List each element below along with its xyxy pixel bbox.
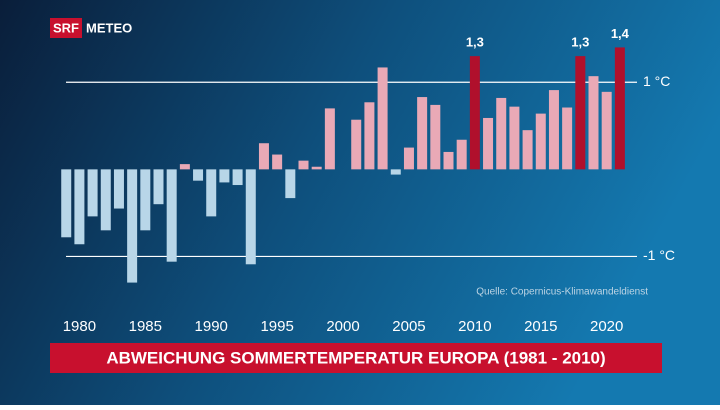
bar <box>324 108 335 170</box>
bar <box>140 169 151 231</box>
bar <box>548 90 559 170</box>
title-banner <box>50 343 662 373</box>
x-tick-label: 1990 <box>195 318 228 335</box>
bar <box>193 169 204 181</box>
y-tick-label: 1 °C <box>643 73 670 89</box>
logo-box <box>50 18 82 38</box>
x-tick-label: 1980 <box>63 318 96 335</box>
bar <box>206 169 217 217</box>
bar <box>219 169 230 183</box>
bar <box>509 106 520 170</box>
bar <box>272 154 283 170</box>
bar <box>245 169 256 265</box>
bar <box>614 47 625 170</box>
bar <box>179 164 190 170</box>
bar <box>377 67 388 170</box>
bar <box>417 97 428 170</box>
bar <box>232 169 243 186</box>
bar <box>575 56 586 170</box>
bar <box>483 117 494 170</box>
bar <box>87 169 98 217</box>
logo: SRF <box>53 20 79 35</box>
bar <box>522 130 533 170</box>
y-tick-label: -1 °C <box>643 247 675 263</box>
bar <box>298 160 309 170</box>
bar <box>403 147 414 170</box>
chart-title: ABWEICHUNG SOMMERTEMPERATUR EUROPA (1981… <box>106 348 605 367</box>
value-label: 1,4 <box>611 26 630 41</box>
x-tick-label: 1995 <box>260 318 293 335</box>
source: Quelle: Copernicus-Klimawandeldienst <box>476 287 648 298</box>
bar <box>113 169 124 209</box>
bar <box>258 143 269 170</box>
bar <box>456 139 467 170</box>
bar <box>364 102 375 170</box>
x-tick-label: 2015 <box>524 318 557 335</box>
bar <box>496 97 507 170</box>
bar <box>351 119 362 170</box>
bar <box>127 169 138 283</box>
bar <box>443 151 454 170</box>
bar <box>535 113 546 170</box>
value-label: 1,3 <box>466 35 484 50</box>
x-tick-label: 1985 <box>129 318 162 335</box>
x-tick-label: 2005 <box>392 318 425 335</box>
bar <box>61 169 72 238</box>
bar <box>311 166 322 170</box>
bar <box>469 56 480 170</box>
brand-name: METEO <box>86 20 132 35</box>
bar <box>153 169 164 205</box>
bar <box>562 107 573 170</box>
bar <box>285 169 296 199</box>
bar <box>74 169 85 245</box>
bar <box>166 169 177 262</box>
bar <box>601 91 612 170</box>
bar <box>390 169 401 175</box>
x-tick-label: 2010 <box>458 318 491 335</box>
bar <box>430 104 441 170</box>
x-tick-label: 2000 <box>326 318 359 335</box>
bar <box>588 76 599 170</box>
value-label: 1,3 <box>571 35 589 50</box>
x-tick-label: 2020 <box>590 318 623 335</box>
bar <box>100 169 111 231</box>
